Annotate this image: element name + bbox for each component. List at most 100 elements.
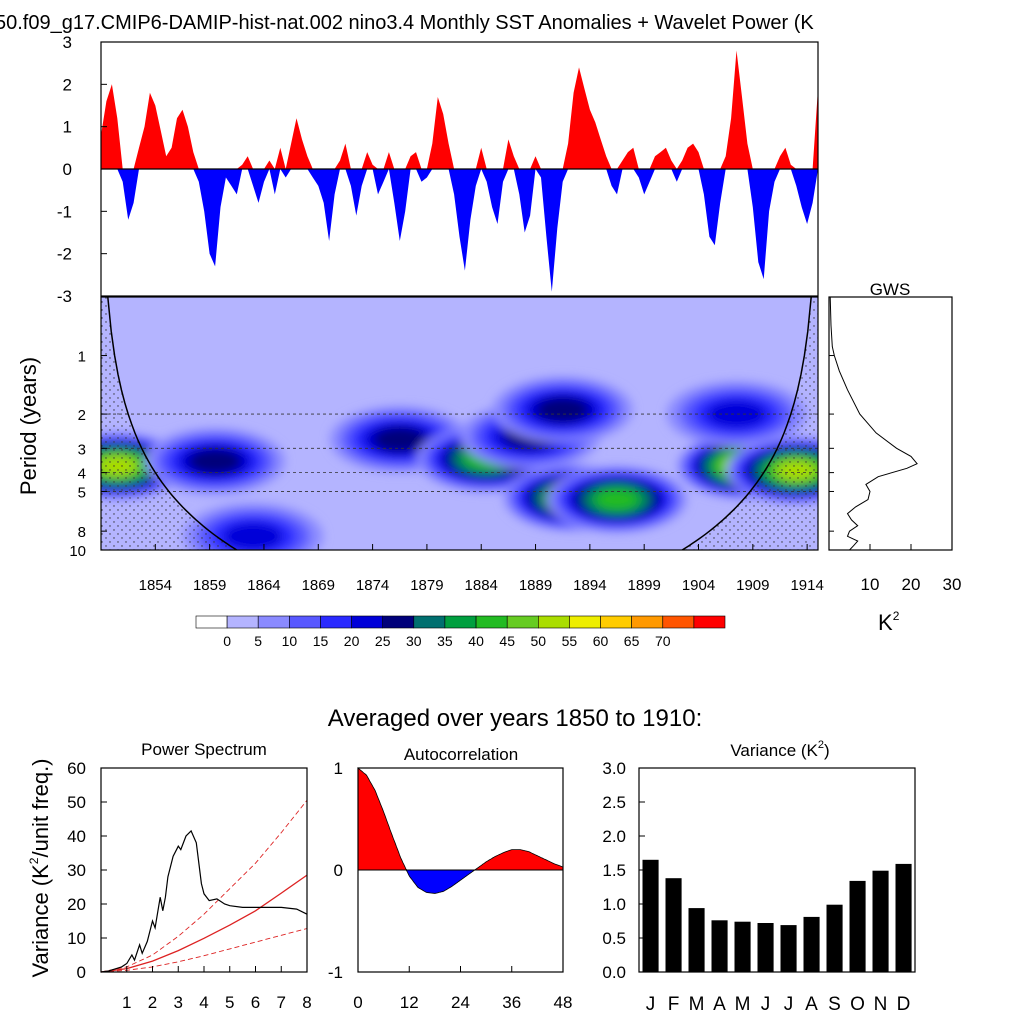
- colorbar-label: 70: [655, 633, 671, 649]
- colorbar-swatch: [537, 615, 570, 629]
- power-spectrum-x-tick-label: 3: [174, 993, 183, 1012]
- power-spectrum-x-tick-label: 8: [302, 993, 311, 1012]
- colorbar-swatch: [289, 615, 321, 629]
- variance-bar: [780, 925, 797, 972]
- power-spectrum-y-axis-label: Variance (K2/unit freq.): [27, 758, 53, 977]
- anomaly-y-tick-label: -2: [57, 245, 72, 264]
- power-spectrum-y-tick-label: 0: [77, 963, 86, 982]
- autocorrelation-negative-area: [358, 869, 563, 894]
- autocorrelation-panel: Autocorrelation 1 0 -1 0 12 24 36 48: [328, 745, 573, 1012]
- colorbar-label: 25: [375, 633, 391, 649]
- colorbar-swatch: [257, 615, 290, 629]
- variance-y-tick-label: 0.5: [602, 929, 626, 948]
- colorbar-swatch: [444, 615, 477, 629]
- variance-title: Variance (K2): [730, 739, 829, 760]
- wavelet-power-contour: [596, 489, 638, 510]
- wavelet-frame: [100, 296, 819, 551]
- colorbar-swatch: [413, 615, 446, 629]
- variance-y-tick-label: 2.0: [602, 827, 626, 846]
- colorbar-swatch: [569, 615, 601, 629]
- gws-title: GWS: [870, 280, 911, 299]
- anomaly-y-tick-label: 0: [63, 160, 72, 179]
- power-spectrum-lower-confidence: [100, 928, 308, 973]
- variance-bar: [895, 863, 912, 972]
- autocorrelation-title: Autocorrelation: [404, 745, 518, 764]
- wavelet-panel: 1 2 3 45 8 10 1854 1859 1864 1869 1874 1879 1884 188…: [16, 296, 824, 594]
- variance-bar: [757, 923, 774, 972]
- colorbar-swatch: [382, 615, 415, 629]
- colorbar-swatch: [226, 615, 259, 629]
- variance-x-tick-label: M: [735, 994, 751, 1015]
- power-spectrum-y-tick-label: 30: [67, 861, 86, 880]
- autocorrelation-y-tick-label: 0: [334, 861, 343, 880]
- colorbar-label: 35: [437, 633, 453, 649]
- colorbar-swatch: [600, 615, 632, 629]
- power-spectrum-x-tick-label: 5: [225, 993, 234, 1012]
- wavelet-y-tick-label: 10: [69, 543, 86, 560]
- wavelet-x-tick-label: 1904: [682, 577, 715, 594]
- colorbar-label: 55: [562, 633, 578, 649]
- wavelet-x-tick-label: 1864: [247, 577, 280, 594]
- variance-bar: [665, 878, 682, 972]
- colorbar-label: 15: [313, 633, 329, 649]
- variance-bar: [826, 904, 843, 972]
- anomaly-panel: 3 2 1 0 -1 -2 -3: [57, 33, 819, 306]
- variance-y-tick-label: 2.5: [602, 793, 626, 812]
- wavelet-power-contour: [373, 426, 427, 452]
- wavelet-power-contour: [223, 522, 284, 550]
- wavelet-x-tick-label: 1884: [465, 577, 498, 594]
- power-spectrum-title: Power Spectrum: [141, 740, 267, 759]
- wavelet-y-tick-label: 2: [78, 407, 86, 424]
- autocorrelation-y-tick-label: -1: [328, 963, 343, 982]
- anomaly-y-tick-label: -3: [57, 287, 72, 306]
- autocorrelation-y-tick-label: 1: [334, 759, 343, 778]
- wavelet-x-tick-label: 1909: [736, 577, 769, 594]
- wavelet-x-tick-label: 1894: [573, 577, 606, 594]
- variance-bar: [642, 859, 659, 972]
- variance-x-tick-label: J: [784, 994, 794, 1015]
- variance-x-tick-label: A: [805, 994, 818, 1015]
- wavelet-y-tick-label: 8: [78, 524, 86, 541]
- gws-x-tick-label: 30: [943, 575, 962, 594]
- variance-bar: [688, 908, 705, 972]
- autocorrelation-x-tick-label: 0: [353, 993, 362, 1012]
- power-spectrum-x-tick-label: 4: [199, 993, 208, 1012]
- variance-y-tick-label: 1.5: [602, 861, 626, 880]
- variance-y-tick-label: 0.0: [602, 963, 626, 982]
- colorbar-swatch: [320, 615, 352, 629]
- anomaly-negative-area: [101, 169, 818, 292]
- power-spectrum-upper-confidence: [100, 800, 308, 973]
- colorbar-label: 5: [254, 633, 262, 649]
- variance-x-tick-label: M: [689, 994, 705, 1015]
- wavelet-power-contour: [188, 448, 242, 474]
- wavelet-x-tick-label: 1914: [790, 577, 823, 594]
- colorbar-label: 65: [624, 633, 640, 649]
- coi-hatch-left: [101, 297, 237, 550]
- gws-x-tick-label: 10: [861, 575, 880, 594]
- anomaly-y-tick-label: 3: [63, 33, 72, 52]
- colorbar-swatch: [351, 615, 384, 629]
- gws-x-tick-label: 20: [902, 575, 921, 594]
- gws-x-axis-label: K2: [878, 609, 900, 635]
- power-spectrum-x-tick-label: 6: [251, 993, 260, 1012]
- wavelet-y-tick-label: 4: [78, 466, 86, 483]
- wavelet-power-contour: [706, 399, 767, 429]
- variance-bar: [711, 920, 728, 972]
- variance-x-tick-label: A: [713, 994, 726, 1015]
- wavelet-x-tick-label: 1854: [139, 577, 172, 594]
- colorbar-label: 60: [593, 633, 609, 649]
- power-spectrum-y-tick-label: 60: [67, 759, 86, 778]
- variance-x-tick-label: O: [850, 994, 865, 1015]
- variance-x-tick-label: N: [874, 994, 888, 1015]
- wavelet-x-tick-label: 1879: [410, 577, 443, 594]
- colorbar-label: 10: [282, 633, 298, 649]
- wavelet-y-tick-label: 3: [78, 441, 86, 458]
- colorbar-label: 20: [344, 633, 360, 649]
- variance-x-tick-label: D: [897, 994, 911, 1015]
- variance-bar: [849, 880, 866, 972]
- colorbar-swatch: [631, 615, 663, 629]
- anomaly-y-tick-label: 2: [63, 75, 72, 94]
- power-spectrum-y-tick-label: 20: [67, 895, 86, 914]
